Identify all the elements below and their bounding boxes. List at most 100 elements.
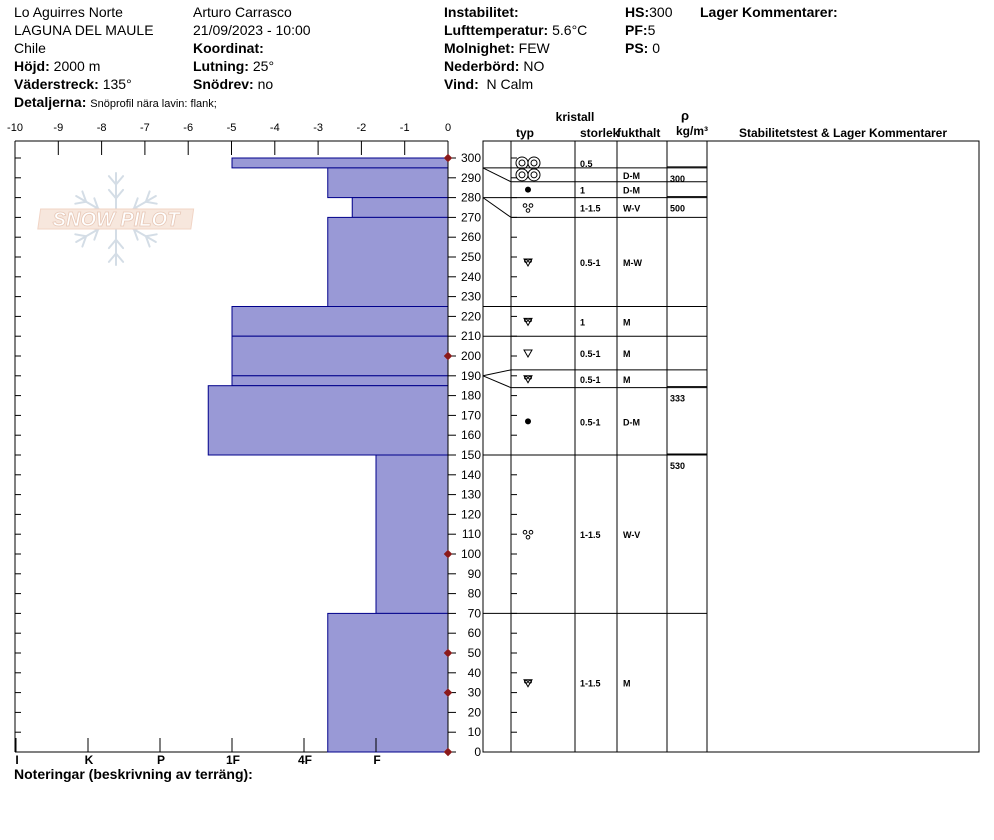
precipitation: Nederbörd: NO	[444, 58, 544, 74]
height-tick-label: 200	[461, 349, 481, 363]
height-tick-label: 260	[461, 230, 481, 244]
height-tick-label: 270	[461, 210, 481, 224]
header-stability: Stabilitetstest & Lager Kommentarer	[739, 126, 947, 140]
height-tick-label: 240	[461, 270, 481, 284]
rounded-grain-ring-icon	[515, 168, 541, 182]
height-tick-label: 120	[461, 507, 481, 521]
hs-label: HS:	[625, 4, 650, 20]
elevation: Höjd: 2000 m	[14, 58, 100, 74]
aspect: Väderstreck: 135°	[14, 76, 132, 92]
height-tick-label: 180	[461, 389, 481, 403]
hardness-bar	[231, 306, 449, 337]
hardness-label: 4F	[298, 753, 312, 767]
hardness-bar	[351, 197, 449, 218]
hardness-label: F	[373, 753, 380, 767]
layer-size: 0.5-1	[580, 417, 601, 427]
layer-size: 1-1.5	[580, 530, 601, 540]
faceted-icon	[523, 349, 533, 359]
temperature-marker	[443, 648, 453, 658]
air-temp-value: 5.6°C	[552, 22, 588, 38]
layer-connector	[482, 375, 512, 389]
header-size: storlek	[580, 126, 620, 140]
elevation-label: Höjd:	[14, 58, 50, 74]
hardness-label: 1F	[226, 753, 240, 767]
wind-label: Vind:	[444, 76, 479, 92]
header-density-unit: kg/m³	[676, 124, 708, 138]
height-tick-label: 110	[462, 527, 481, 541]
header-moisture: fukthalt	[617, 126, 660, 140]
top-tick-label: -10	[7, 122, 23, 134]
aspect-value: 135°	[102, 76, 132, 92]
height-tick-label: 40	[468, 666, 482, 680]
layer-table: 0.5 D-M 300 1 D-M 1-1.5 W-V 500 0.5-1 M-W 1 M 0.5-1 M…	[482, 108, 980, 753]
snowpilot-logo: SNOW PILOT	[37, 172, 195, 266]
logo-text: SNOW PILOT	[53, 209, 181, 231]
temperature-marker	[443, 747, 453, 757]
height-tick-label: 90	[468, 567, 482, 581]
depth-hoar-icon	[523, 375, 533, 384]
top-tick-label: -4	[270, 122, 280, 134]
height-tick-label: 60	[468, 626, 482, 640]
hardness-bar	[327, 612, 449, 753]
hardness-panel: -10 -9 -8 -7 -6 -5 -4 -3 -2 -1 0 I K P 1F 4F F 01020304…	[7, 122, 481, 767]
height-tick-label: 70	[468, 606, 482, 620]
ps: PS: 0	[625, 40, 660, 56]
country-name: Chile	[14, 40, 46, 56]
layer-size: 1-1.5	[580, 204, 601, 214]
height-tick-label: 30	[468, 686, 482, 700]
details-label: Detaljerna:	[14, 94, 87, 110]
height-tick-label: 100	[461, 547, 481, 561]
layer-density: 500	[670, 204, 685, 214]
height-tick-label: 160	[461, 428, 481, 442]
height-tick-label: 10	[468, 725, 482, 739]
ps-value: 0	[652, 40, 661, 56]
header-rho: ρ	[681, 108, 689, 123]
layer-connector	[482, 167, 512, 183]
layer-density: 333	[670, 394, 685, 404]
header-type: typ	[516, 126, 534, 140]
depth-hoar-icon	[523, 317, 533, 327]
layer-size: 0.5	[580, 159, 593, 169]
hardness-label: I	[15, 753, 18, 767]
details: Detaljerna: Snöprofil nära lavin: flank;	[14, 94, 217, 110]
top-tick-label: 0	[445, 122, 451, 134]
temperature-marker	[443, 351, 453, 361]
hardness-bar	[327, 216, 449, 307]
top-tick-label: -3	[313, 122, 323, 134]
layer-moisture: M	[623, 317, 631, 327]
layer-connector	[482, 197, 512, 218]
hardness-bar	[327, 167, 449, 199]
wind: Vind: N Calm	[444, 76, 533, 92]
layer-moisture: M	[623, 679, 631, 689]
wind-value: N Calm	[486, 76, 534, 92]
drift: Snödrev: no	[193, 76, 273, 92]
observer-name: Arturo Carrasco	[193, 4, 292, 20]
top-tick-label: -5	[227, 122, 237, 134]
location-name: Lo Aguirres Norte	[14, 4, 123, 20]
temperature-marker	[443, 153, 453, 163]
layer-size: 0.5-1	[580, 349, 601, 359]
top-tick-label: -1	[400, 122, 410, 134]
layer-size: 1	[580, 317, 585, 327]
observation-datetime: 21/09/2023 - 10:00	[193, 22, 311, 38]
hardness-bar	[231, 335, 449, 377]
layer-size: 1-1.5	[580, 679, 601, 689]
height-tick-label: 300	[461, 151, 481, 165]
height-tick-label: 130	[461, 488, 481, 502]
layer-moisture: D-M	[623, 417, 640, 427]
layer-density: 300	[670, 174, 685, 184]
rounded-grain-icon	[525, 186, 531, 193]
layer-size: 0.5-1	[580, 375, 601, 385]
table-frame	[482, 140, 980, 753]
hardness-label: K	[85, 753, 94, 767]
layer-density: 530	[670, 461, 685, 471]
height-tick-label: 280	[461, 191, 481, 205]
melt-form-icon	[522, 203, 534, 213]
hs: HS:300	[625, 4, 672, 20]
area-name: LAGUNA DEL MAULE	[14, 22, 154, 38]
layer-moisture: W-V	[623, 530, 640, 540]
top-tick-label: -6	[183, 122, 193, 134]
height-tick-label: 190	[461, 369, 481, 383]
precip-value: NO	[523, 58, 545, 74]
